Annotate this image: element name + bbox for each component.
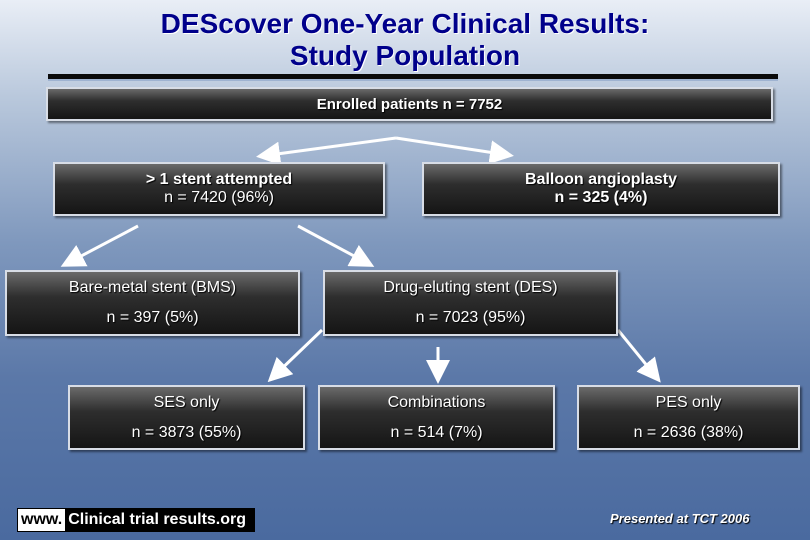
stent-attempted-label: > 1 stent attempted	[145, 171, 293, 188]
combinations-count: n = 514 (7%)	[390, 423, 483, 441]
arrow-des-to-ses	[267, 328, 324, 383]
logo-site-name: Clinical trial results.org	[65, 509, 255, 531]
ses-label: SES only	[153, 393, 220, 411]
title-line-1: DEScover One-Year Clinical Results:	[160, 8, 650, 39]
balloon-count: n = 325 (4%)	[554, 189, 648, 206]
des-box: Drug-eluting stent (DES) n = 7023 (95%)	[323, 270, 618, 336]
arrow-des-to-pes	[616, 329, 661, 383]
pes-label: PES only	[655, 393, 722, 411]
des-count: n = 7023 (95%)	[415, 309, 526, 326]
des-label: Drug-eluting stent (DES)	[383, 279, 558, 296]
presented-at-note: Presented at TCT 2006	[610, 511, 750, 526]
combinations-box: Combinations n = 514 (7%)	[318, 385, 555, 450]
pes-count: n = 2636 (38%)	[633, 423, 744, 441]
ses-count: n = 3873 (55%)	[131, 423, 242, 441]
bms-box: Bare-metal stent (BMS) n = 397 (5%)	[5, 270, 300, 336]
source-logo: www. Clinical trial results.org	[17, 508, 256, 532]
title-divider	[48, 74, 778, 79]
logo-www: www.	[18, 509, 66, 531]
enrolled-patients-box: Enrolled patients n = 7752	[46, 87, 773, 121]
stent-attempted-count: n = 7420 (96%)	[164, 189, 274, 206]
balloon-label: Balloon angioplasty	[524, 171, 677, 188]
bms-count: n = 397 (5%)	[106, 309, 199, 326]
enrolled-label: Enrolled patients n = 7752	[316, 95, 503, 113]
balloon-angioplasty-box: Balloon angioplasty n = 325 (4%)	[422, 162, 780, 216]
pes-only-box: PES only n = 2636 (38%)	[577, 385, 800, 450]
bms-label: Bare-metal stent (BMS)	[68, 279, 237, 296]
ses-only-box: SES only n = 3873 (55%)	[68, 385, 305, 450]
slide-title: DEScover One-Year Clinical Results: Stud…	[0, 8, 810, 72]
arrow-stent-to-bms	[60, 224, 139, 267]
arrow-enrolled-to-stent	[256, 136, 397, 166]
combinations-label: Combinations	[387, 393, 486, 411]
arrow-enrolled-to-balloon	[395, 136, 514, 165]
arrow-stent-to-des	[297, 224, 375, 267]
title-line-2: Study Population	[289, 40, 521, 71]
stent-attempted-box: > 1 stent attempted n = 7420 (96%)	[53, 162, 385, 216]
